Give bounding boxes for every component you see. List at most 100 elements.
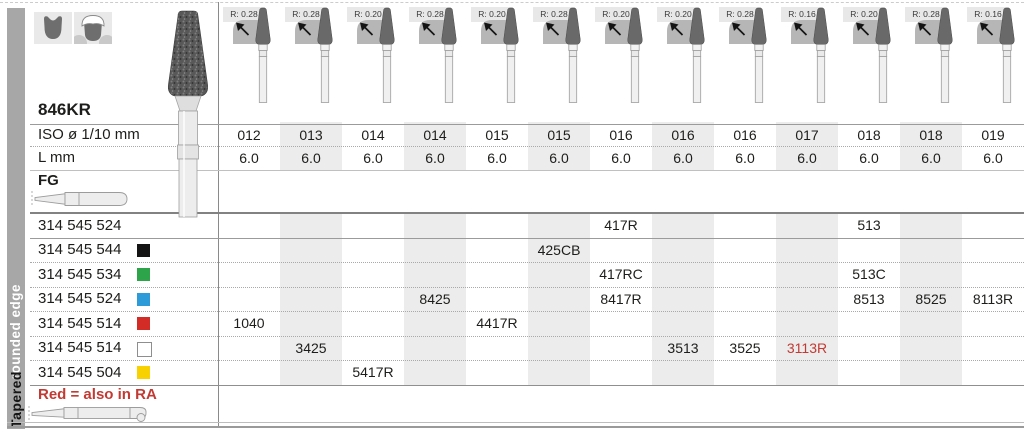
figure-cell: 3525 bbox=[729, 340, 761, 356]
bur-icon bbox=[995, 7, 1019, 104]
row-divider bbox=[30, 124, 1024, 125]
bur-icon bbox=[251, 7, 275, 104]
grit-color-square bbox=[137, 268, 150, 281]
figure-cell: 1040 bbox=[233, 315, 265, 331]
figure-cell: 3513 bbox=[667, 340, 699, 356]
iso-value: 014 bbox=[361, 127, 385, 143]
radius-label: R: 0.28 bbox=[533, 7, 575, 22]
bur-icon bbox=[375, 7, 399, 104]
bur-icon bbox=[809, 7, 833, 104]
grit-color-square bbox=[137, 243, 150, 257]
order-code: 314 545 524 bbox=[38, 290, 122, 307]
radius-label: R: 0.20 bbox=[657, 7, 699, 22]
row-divider bbox=[30, 311, 1024, 312]
radius-label: R: 0.20 bbox=[471, 7, 513, 22]
page-bottom-border bbox=[7, 426, 1024, 428]
radius-corner-icon bbox=[419, 20, 445, 44]
bur-icon bbox=[747, 7, 771, 104]
ra-shank-icon bbox=[28, 403, 158, 425]
iso-row-label: ISO ø 1/10 mm bbox=[38, 126, 140, 143]
column-band bbox=[404, 213, 466, 385]
row-divider bbox=[30, 212, 1024, 214]
row-divider bbox=[30, 385, 1024, 386]
bur-icon bbox=[685, 7, 709, 104]
iso-value: 016 bbox=[609, 127, 633, 143]
column-band bbox=[900, 213, 962, 385]
product-code: 846KR bbox=[38, 100, 91, 119]
radius-corner-icon bbox=[915, 20, 941, 44]
length-value: 6.0 bbox=[735, 150, 755, 166]
iso-value: 012 bbox=[237, 127, 261, 143]
radius-corner-icon bbox=[667, 20, 693, 44]
length-value: 6.0 bbox=[301, 150, 321, 166]
radius-label: R: 0.28 bbox=[223, 7, 265, 22]
iso-value: 019 bbox=[981, 127, 1005, 143]
row-divider bbox=[30, 287, 1024, 288]
length-value: 6.0 bbox=[425, 150, 445, 166]
radius-corner-icon bbox=[791, 20, 817, 44]
grit-color-square bbox=[137, 292, 150, 306]
grit-color-square bbox=[137, 341, 152, 357]
crown-prep-icon bbox=[34, 12, 72, 44]
grit-color-square bbox=[137, 366, 150, 379]
row-divider bbox=[30, 262, 1024, 263]
figure-cell: 3113R bbox=[786, 340, 828, 356]
column-band bbox=[652, 213, 714, 385]
column-band bbox=[280, 213, 342, 385]
iso-value: 015 bbox=[485, 127, 509, 143]
bur-icon bbox=[561, 7, 585, 104]
figure-cell: 425CB bbox=[537, 242, 581, 258]
figure-cell: 8417R bbox=[600, 291, 642, 307]
bur-icon bbox=[933, 7, 957, 104]
length-value: 6.0 bbox=[983, 150, 1003, 166]
radius-corner-icon bbox=[977, 20, 1003, 44]
radius-corner-icon bbox=[233, 20, 259, 44]
radius-label: R: 0.16 bbox=[781, 7, 823, 22]
grit-color-square bbox=[137, 317, 150, 330]
radius-corner-icon bbox=[295, 20, 321, 44]
iso-value: 015 bbox=[547, 127, 571, 143]
order-code: 314 545 514 bbox=[38, 339, 122, 356]
footer-note: Red = also in RA bbox=[38, 386, 157, 403]
length-row-label: L mm bbox=[38, 149, 75, 166]
figure-cell: 8525 bbox=[915, 291, 947, 307]
iso-value: 016 bbox=[733, 127, 757, 143]
iso-value: 013 bbox=[299, 127, 323, 143]
iso-value: 017 bbox=[795, 127, 819, 143]
length-value: 6.0 bbox=[363, 150, 383, 166]
figure-cell: 3425 bbox=[295, 340, 327, 356]
row-divider bbox=[30, 336, 1024, 337]
figure-cell: 8425 bbox=[419, 291, 451, 307]
radius-label: R: 0.28 bbox=[719, 7, 761, 22]
radius-corner-icon bbox=[853, 20, 879, 44]
radius-label: R: 0.20 bbox=[843, 7, 885, 22]
figure-cell: 4417R bbox=[476, 315, 518, 331]
order-code: 314 545 544 bbox=[38, 241, 122, 258]
order-code: 314 545 514 bbox=[38, 315, 122, 332]
row-divider bbox=[30, 360, 1024, 361]
order-code: 314 545 504 bbox=[38, 364, 122, 381]
length-value: 6.0 bbox=[859, 150, 879, 166]
radius-corner-icon bbox=[481, 20, 507, 44]
bur-icon bbox=[437, 7, 461, 104]
page-top-border bbox=[0, 2, 1024, 3]
length-value: 6.0 bbox=[921, 150, 941, 166]
sidebar-group-label: Tapered bbox=[8, 371, 24, 428]
radius-label: R: 0.28 bbox=[285, 7, 327, 22]
bur-icon bbox=[623, 7, 647, 104]
figure-cell: 417RC bbox=[599, 266, 643, 282]
radius-label: R: 0.20 bbox=[347, 7, 389, 22]
table-main-divider bbox=[218, 2, 219, 427]
length-value: 6.0 bbox=[549, 150, 569, 166]
length-value: 6.0 bbox=[673, 150, 693, 166]
length-value: 6.0 bbox=[611, 150, 631, 166]
column-band bbox=[528, 213, 590, 385]
radius-corner-icon bbox=[605, 20, 631, 44]
radius-corner-icon bbox=[543, 20, 569, 44]
category-sidebar: rounded edge Tapered bbox=[7, 8, 25, 429]
diamond-bur-image bbox=[158, 8, 218, 220]
length-value: 6.0 bbox=[487, 150, 507, 166]
figure-cell: 5417R bbox=[352, 364, 394, 380]
crowned-tooth-icon bbox=[74, 12, 112, 44]
length-value: 6.0 bbox=[797, 150, 817, 166]
